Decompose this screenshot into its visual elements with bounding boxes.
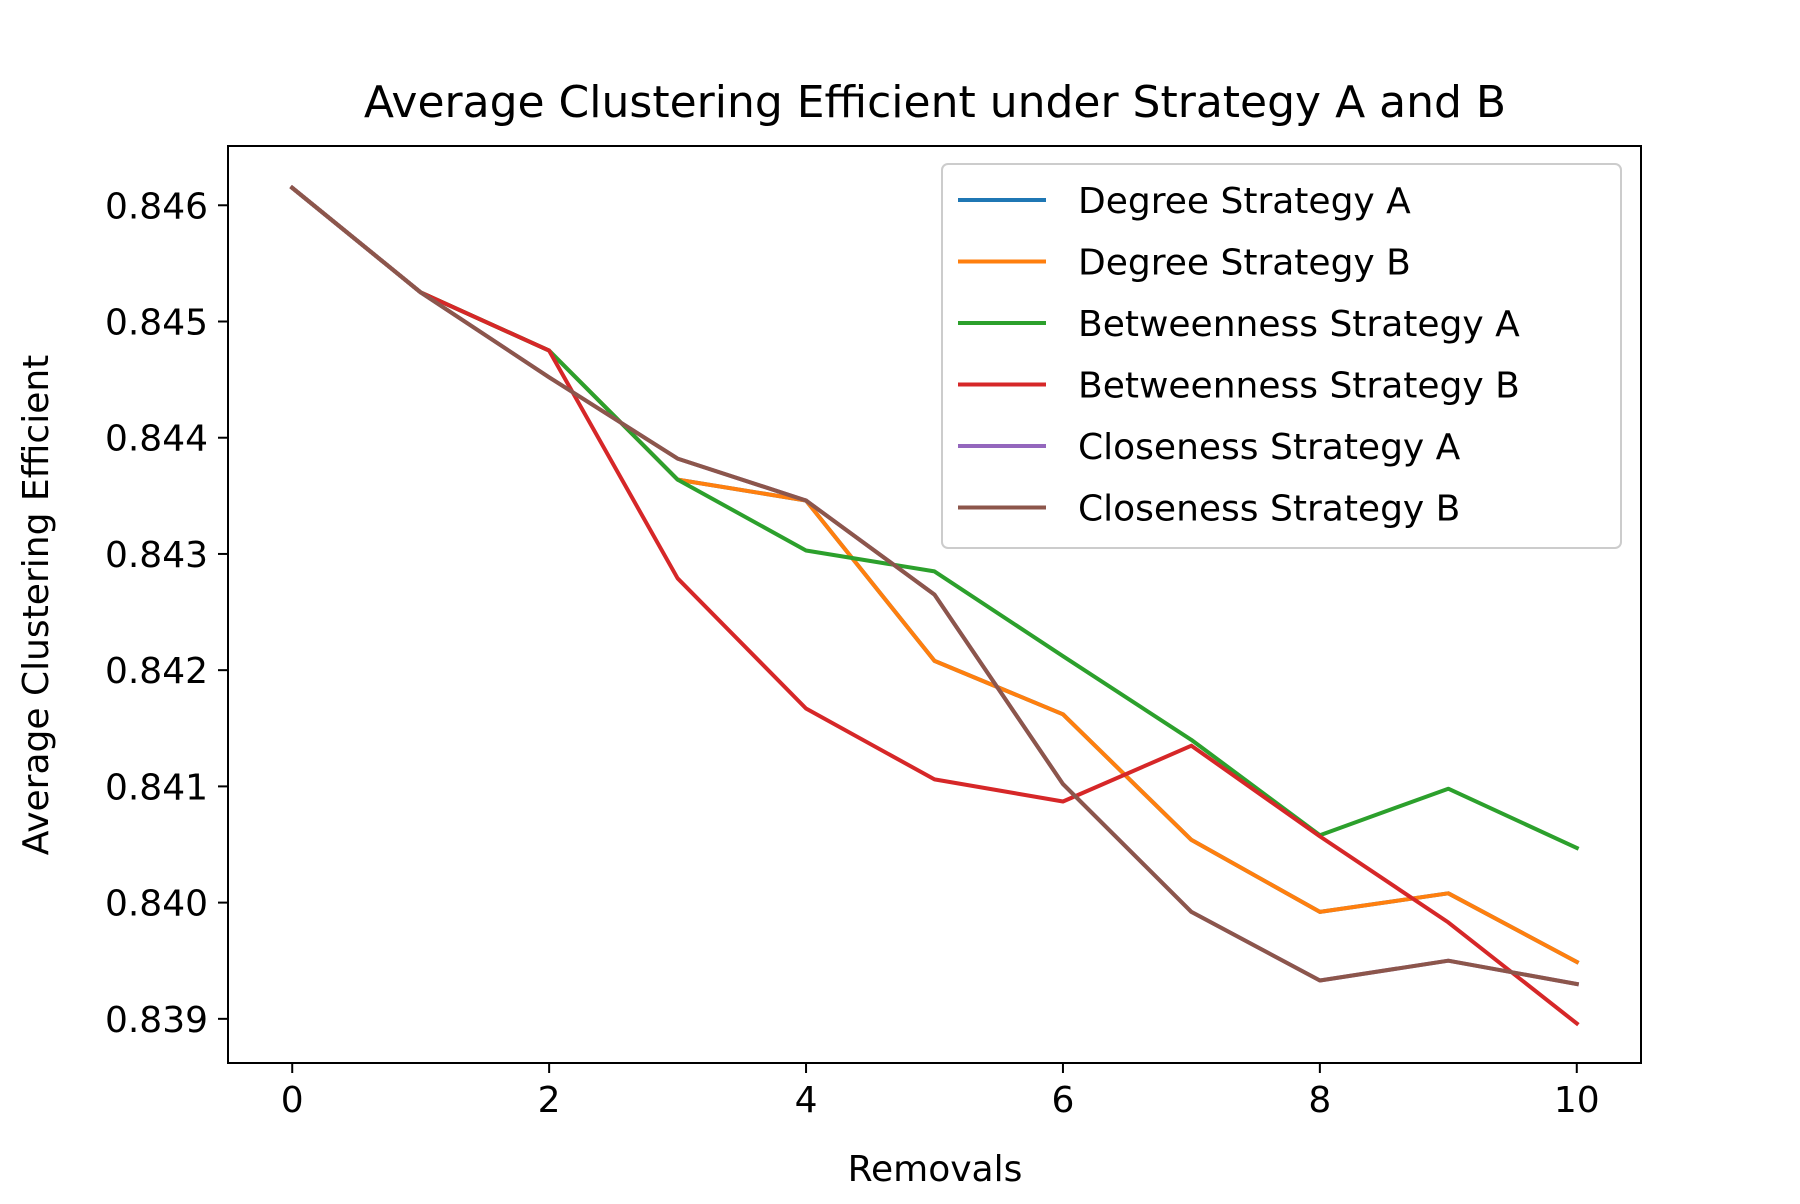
y-axis: 0.839 0.840 0.841 0.842 0.843 0.844 0.845 0.846 — [105, 186, 228, 1041]
legend-label: Closeness Strategy B — [1078, 489, 1460, 530]
legend: Degree Strategy A Degree Strategy B Betwee… — [941, 163, 1622, 549]
y-tick-label: 0.843 — [105, 535, 208, 576]
legend-label: Betweenness Strategy A — [1078, 304, 1520, 345]
series-line-betweenness-strategy-b — [289, 184, 1580, 1027]
x-tick-label: 0 — [281, 1080, 304, 1121]
y-tick-label: 0.841 — [105, 767, 208, 808]
chart-title: Average Clustering Efficient under Strat… — [364, 77, 1506, 128]
plot-frame — [227, 145, 1642, 1064]
legend-label: Degree Strategy A — [1078, 181, 1411, 222]
x-tick-label: 4 — [795, 1080, 818, 1121]
x-tick-label: 8 — [1308, 1080, 1331, 1121]
x-axis: 0 2 4 6 8 10 — [281, 1063, 1600, 1121]
series-line-closeness-strategy-b — [289, 184, 1580, 987]
y-tick-label: 0.840 — [105, 884, 208, 925]
legend-box — [941, 163, 1622, 549]
x-tick-label: 10 — [1554, 1080, 1600, 1121]
y-axis-label: Average Clustering Efficient — [16, 355, 57, 856]
plot-area — [289, 184, 1580, 1027]
x-tick-label: 2 — [538, 1080, 561, 1121]
legend-label: Degree Strategy B — [1078, 243, 1411, 284]
x-axis-label: Removals — [848, 1149, 1023, 1190]
y-tick-label: 0.844 — [105, 419, 208, 460]
y-tick-label: 0.839 — [105, 1000, 208, 1041]
y-tick-label: 0.846 — [105, 186, 208, 227]
x-tick-label: 6 — [1052, 1080, 1075, 1121]
y-tick-label: 0.845 — [105, 302, 208, 343]
legend-label: Closeness Strategy A — [1078, 427, 1461, 468]
y-tick-label: 0.842 — [105, 651, 208, 692]
legend-label: Betweenness Strategy B — [1078, 366, 1520, 407]
